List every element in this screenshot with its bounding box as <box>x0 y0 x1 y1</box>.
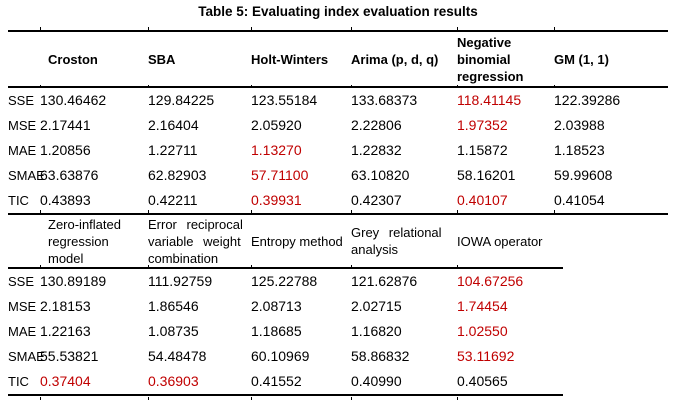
cell: 1.22832 <box>351 142 402 158</box>
column-header-sba: SBA <box>148 51 176 67</box>
cell: 1.18523 <box>554 142 605 158</box>
table-row: SMAE 55.53821 54.48478 60.10969 58.86832… <box>8 344 563 369</box>
metric-label: MSE <box>8 299 37 314</box>
metric-label: SSE <box>8 93 35 108</box>
cell: 55.53821 <box>40 348 99 364</box>
rule-tick-strip <box>8 397 668 400</box>
cell: 2.02715 <box>351 298 402 314</box>
cell: 2.08713 <box>251 298 302 314</box>
metric-label: MSE <box>8 118 37 133</box>
rule-tick-strip <box>8 265 668 268</box>
cell: 1.13270 <box>251 142 302 158</box>
cell: 1.22163 <box>40 323 91 339</box>
cell: 2.05920 <box>251 117 302 133</box>
table-row: SMAE 63.63876 62.82903 57.71100 63.10820… <box>8 163 668 188</box>
column-header-arima: Arima (p, d, q) <box>351 51 439 67</box>
cell: 0.37404 <box>40 373 91 389</box>
column-header-entropy-method: Entropy method <box>251 233 343 249</box>
column-header-croston: Croston <box>48 51 98 67</box>
table-row: MSE 2.18153 1.86546 2.08713 2.02715 1.74… <box>8 294 563 319</box>
cell: 2.17441 <box>40 117 91 133</box>
column-header-gm: GM (1, 1) <box>554 51 609 67</box>
cell: 53.11692 <box>457 348 515 364</box>
cell: 54.48478 <box>148 348 207 364</box>
cell: 0.36903 <box>148 373 199 389</box>
metric-label: TIC <box>8 193 29 208</box>
cell: 58.16201 <box>457 167 516 183</box>
metric-label: TIC <box>8 374 29 389</box>
cell: 122.39286 <box>554 92 621 108</box>
cell: 0.40565 <box>457 373 508 389</box>
cell: 1.15872 <box>457 142 508 158</box>
cell: 1.22711 <box>148 142 198 158</box>
column-header-zero-inflated: Zero-inflated regression model <box>48 216 121 266</box>
cell: 0.42307 <box>351 192 402 208</box>
column-header-negative-binomial: Negative binomial regression <box>457 34 524 84</box>
cell: 62.82903 <box>148 167 207 183</box>
cell: 1.74454 <box>457 298 508 314</box>
column-header-error-reciprocal: Error reciprocal variable weight combina… <box>148 216 243 266</box>
cell: 58.86832 <box>351 348 410 364</box>
cell: 125.22788 <box>251 273 318 289</box>
cell: 1.18685 <box>251 323 302 339</box>
metric-label: MAE <box>8 143 37 158</box>
table-row: MAE 1.20856 1.22711 1.13270 1.22832 1.15… <box>8 138 668 163</box>
rule-tick-strip <box>8 210 668 213</box>
cell: 0.41054 <box>554 192 605 208</box>
cell: 104.67256 <box>457 273 524 289</box>
cell: 1.97352 <box>457 117 508 133</box>
cell: 121.62876 <box>351 273 418 289</box>
metric-label: MAE <box>8 324 37 339</box>
rule-tick-strip <box>8 85 668 88</box>
cell: 0.41552 <box>251 373 302 389</box>
cell: 129.84225 <box>148 92 215 108</box>
cell: 0.43893 <box>40 192 91 208</box>
table-row: MSE 2.17441 2.16404 2.05920 2.22806 1.97… <box>8 113 668 138</box>
cell: 123.55184 <box>251 92 318 108</box>
cell: 2.22806 <box>351 117 402 133</box>
header-row: Zero-inflated regression model Error rec… <box>8 215 563 268</box>
column-header-holt-winters: Holt-Winters <box>251 51 329 67</box>
cell: 1.20856 <box>40 142 91 158</box>
table-row: TIC 0.37404 0.36903 0.41552 0.40990 0.40… <box>8 369 563 395</box>
header-row: Croston SBA Holt-Winters Arima (p, d, q)… <box>8 31 668 87</box>
cell: 2.03988 <box>554 117 605 133</box>
cell: 0.39931 <box>251 192 302 208</box>
cell: 57.71100 <box>251 167 309 183</box>
column-header-grey-relational: Grey relational analysis <box>351 225 442 257</box>
cell: 1.08735 <box>148 323 199 339</box>
rule-tick-strip <box>8 27 668 30</box>
cell: 0.42211 <box>148 192 198 208</box>
cell: 1.86546 <box>148 298 199 314</box>
table-row: SSE 130.89189 111.92759 125.22788 121.62… <box>8 268 563 294</box>
table-row: MAE 1.22163 1.08735 1.18685 1.16820 1.02… <box>8 319 563 344</box>
metric-label: SMAE <box>8 168 45 183</box>
evaluation-table-bottom: Zero-inflated regression model Error rec… <box>8 215 563 396</box>
cell: 133.68373 <box>351 92 418 108</box>
table-caption: Table 5: Evaluating index evaluation res… <box>198 4 478 19</box>
cell: 130.89189 <box>40 273 107 289</box>
cell: 2.18153 <box>40 298 91 314</box>
cell: 60.10969 <box>251 348 310 364</box>
cell: 0.40107 <box>457 192 508 208</box>
cell: 118.41145 <box>457 92 522 108</box>
table-row: TIC 0.43893 0.42211 0.39931 0.42307 0.40… <box>8 188 668 214</box>
cell: 59.99608 <box>554 167 613 183</box>
metric-label: SSE <box>8 274 35 289</box>
corner-cell <box>8 31 40 87</box>
cell: 1.02550 <box>457 323 508 339</box>
table-row: SSE 130.46462 129.84225 123.55184 133.68… <box>8 87 668 113</box>
column-header-iowa-operator: IOWA operator <box>457 233 543 249</box>
cell: 2.16404 <box>148 117 199 133</box>
corner-cell <box>8 215 40 268</box>
cell: 1.16820 <box>351 323 402 339</box>
cell: 63.10820 <box>351 167 410 183</box>
cell: 111.92759 <box>148 273 213 289</box>
cell: 0.40990 <box>351 373 402 389</box>
cell: 130.46462 <box>40 92 107 108</box>
cell: 63.63876 <box>40 167 99 183</box>
metric-label: SMAE <box>8 349 45 364</box>
evaluation-table-top: Croston SBA Holt-Winters Arima (p, d, q)… <box>8 30 668 215</box>
